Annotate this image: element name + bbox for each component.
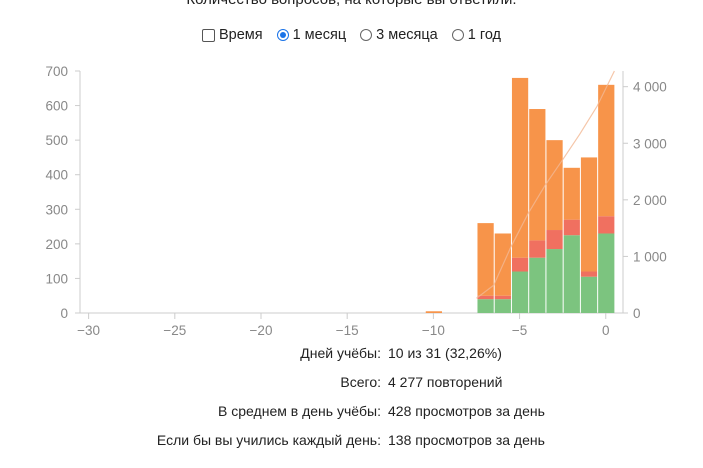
bar-green bbox=[546, 249, 563, 313]
x-tick-label: −20 bbox=[250, 323, 273, 338]
y-left-tick-label: 300 bbox=[45, 202, 68, 217]
reviews-chart: 0 100 200 300 400 500 600 700 0 1 000 2 000 3 000 4 … bbox=[45, 64, 667, 338]
bar-red bbox=[511, 257, 529, 272]
radio-icon[interactable] bbox=[451, 29, 464, 41]
cumulative-line bbox=[476, 70, 615, 299]
radio-icon[interactable] bbox=[360, 29, 373, 41]
x-tick-label: −10 bbox=[422, 323, 445, 338]
range-option-1-month[interactable]: 1 месяц bbox=[276, 27, 347, 43]
stat-label: Если бы вы учились каждый день: bbox=[156, 432, 381, 448]
y-right-tick-label: 2 000 bbox=[633, 193, 667, 208]
y-right-tick-label: 0 bbox=[633, 306, 641, 321]
bar-orange bbox=[580, 157, 598, 272]
radio-selected-icon[interactable] bbox=[276, 29, 289, 41]
x-tick-label: 0 bbox=[602, 323, 610, 338]
stats-table: Дней учёбы: 10 из 31 (32,26%) Всего: 4 2… bbox=[0, 345, 703, 461]
bar-orange bbox=[425, 311, 442, 313]
stat-label: Дней учёбы: bbox=[300, 345, 381, 361]
range-controls: Время 1 месяц 3 месяца 1 год bbox=[0, 27, 703, 43]
bar-green bbox=[580, 276, 598, 313]
bar-red bbox=[580, 271, 598, 277]
x-tick-label: −15 bbox=[336, 323, 359, 338]
y-left-tick-label: 500 bbox=[45, 133, 68, 148]
stat-row: Дней учёбы: 10 из 31 (32,26%) bbox=[0, 345, 703, 374]
y-left-tick-label: 700 bbox=[45, 64, 68, 79]
time-checkbox-label: Время bbox=[218, 27, 263, 43]
bar-red bbox=[563, 219, 580, 236]
bar-green bbox=[529, 257, 546, 313]
stat-row: Если бы вы учились каждый день: 138 прос… bbox=[0, 432, 703, 461]
stat-value: 4 277 повторений bbox=[388, 374, 503, 390]
bar-red bbox=[494, 295, 511, 300]
x-tick-label: −25 bbox=[163, 323, 186, 338]
stat-value: 428 просмотров за день bbox=[388, 403, 545, 419]
bar-green bbox=[563, 235, 580, 313]
bar-orange bbox=[563, 167, 580, 220]
bar-orange bbox=[477, 223, 494, 296]
chart-title: Количество вопросов, на которые вы ответ… bbox=[0, 0, 703, 8]
bar-orange bbox=[511, 77, 529, 258]
stat-row: В среднем в день учёбы: 428 просмотров з… bbox=[0, 403, 703, 432]
y-left-tick-label: 400 bbox=[45, 168, 68, 183]
y-right-tick-label: 3 000 bbox=[633, 136, 667, 151]
range-option-3-months[interactable]: 3 месяца bbox=[360, 27, 438, 43]
y-left-tick-label: 200 bbox=[45, 237, 68, 252]
bar-red bbox=[598, 216, 615, 234]
checkbox-icon[interactable] bbox=[201, 28, 215, 42]
bar-orange bbox=[598, 84, 615, 217]
y-left-tick-label: 0 bbox=[60, 306, 68, 321]
x-tick-label: −5 bbox=[512, 323, 527, 338]
stat-value: 138 просмотров за день bbox=[388, 432, 545, 448]
x-tick-label: −30 bbox=[77, 323, 100, 338]
bar-green bbox=[494, 299, 511, 313]
stat-label: Всего: bbox=[340, 374, 381, 390]
time-checkbox[interactable]: Время bbox=[201, 27, 263, 43]
bar-orange bbox=[529, 109, 546, 241]
bar-green bbox=[598, 233, 615, 313]
stat-value: 10 из 31 (32,26%) bbox=[388, 345, 502, 361]
bar-red bbox=[529, 240, 546, 258]
stat-row: Всего: 4 277 повторений bbox=[0, 374, 703, 403]
range-option-label: 3 месяца bbox=[376, 27, 438, 43]
stat-label: В среднем в день учёбы: bbox=[218, 403, 381, 419]
bar-green bbox=[511, 271, 529, 313]
bar-red bbox=[546, 230, 563, 250]
bar-green bbox=[477, 299, 494, 313]
range-option-label: 1 месяц bbox=[292, 27, 347, 43]
y-left-tick-label: 600 bbox=[45, 99, 68, 114]
bar-orange bbox=[546, 140, 563, 231]
y-left-tick-label: 100 bbox=[45, 271, 68, 286]
range-option-label: 1 год bbox=[467, 27, 502, 43]
y-right-tick-label: 4 000 bbox=[633, 80, 667, 95]
y-right-tick-label: 1 000 bbox=[633, 249, 667, 264]
range-option-1-year[interactable]: 1 год bbox=[451, 27, 502, 43]
bar-red bbox=[477, 295, 494, 300]
